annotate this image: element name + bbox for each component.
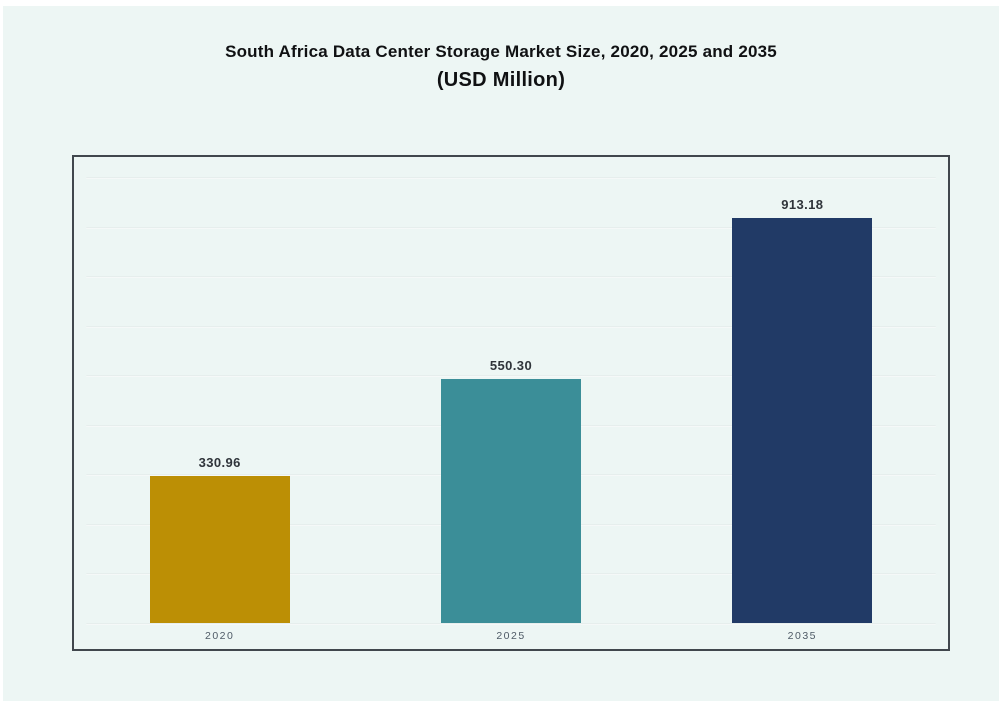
bar-value-label-2035: 913.18 [781, 197, 824, 212]
x-axis: 2020 2025 2035 [74, 623, 948, 649]
bar-group-2025: 550.30 [365, 157, 656, 623]
x-tick-label-2020: 2020 [204, 630, 235, 642]
bar-group-2035: 913.18 [657, 157, 948, 623]
bar-value-label-2025: 550.30 [489, 358, 533, 373]
chart-canvas: South Africa Data Center Storage Market … [3, 6, 999, 701]
plot-area: 330.96 550.30 913.18 2020 2025 2035 [72, 155, 950, 651]
x-tick-label-2035: 2035 [787, 630, 817, 642]
bar-value-label-2020: 330.96 [198, 455, 241, 470]
bar-2020 [149, 476, 290, 623]
chart-title: South Africa Data Center Storage Market … [225, 42, 777, 61]
x-tick-label-2025: 2025 [496, 630, 526, 642]
bar-group-2020: 330.96 [74, 157, 365, 623]
bar-2025 [440, 379, 581, 623]
bars-container: 330.96 550.30 913.18 [74, 157, 948, 623]
bar-2035 [732, 218, 873, 623]
chart-subtitle: (USD Million) [436, 69, 566, 91]
chart-header: South Africa Data Center Storage Market … [3, 42, 999, 92]
